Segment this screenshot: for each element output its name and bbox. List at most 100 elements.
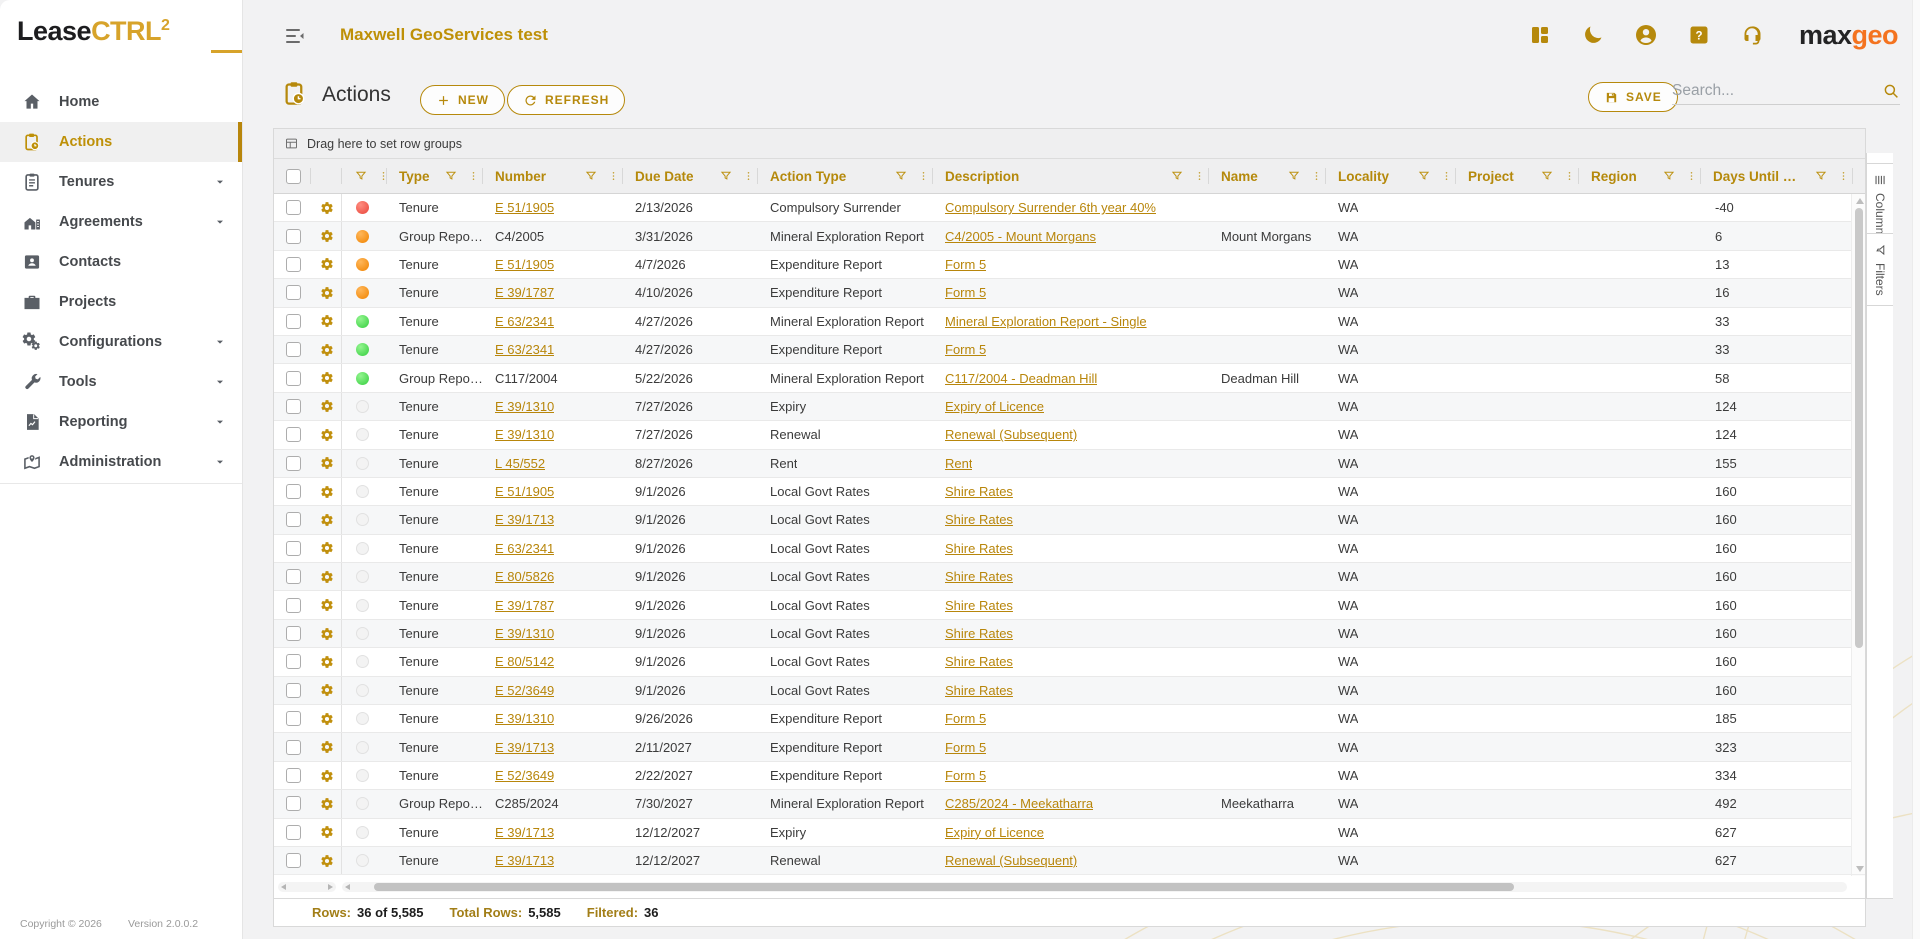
support-headset-icon[interactable] [1740, 23, 1764, 47]
number-cell-link[interactable]: E 51/1905 [495, 200, 555, 216]
sidebar-item-tenures[interactable]: Tenures [0, 162, 242, 202]
number-cell-link[interactable]: E 39/1310 [495, 398, 555, 414]
column-header-region[interactable]: Region [1579, 159, 1701, 193]
description-cell-link[interactable]: Shire Rates [945, 682, 1013, 698]
column-header-project[interactable]: Project [1456, 159, 1579, 193]
description-cell-link[interactable]: Form 5 [945, 256, 987, 272]
row-settings-gear-icon[interactable] [320, 428, 334, 442]
row-checkbox[interactable] [286, 342, 301, 358]
row-settings-gear-icon[interactable] [320, 257, 334, 271]
column-menu-icon[interactable] [1838, 169, 1849, 183]
number-cell-link[interactable]: E 39/1787 [495, 285, 555, 301]
pinned-horizontal-scrollbar[interactable] [278, 882, 336, 892]
row-settings-gear-icon[interactable] [320, 627, 334, 641]
number-cell-link[interactable]: E 63/2341 [495, 313, 555, 329]
number-cell-link[interactable]: E 39/1713 [495, 853, 555, 869]
number-cell-link[interactable]: E 80/5826 [495, 569, 555, 585]
row-settings-gear-icon[interactable] [320, 541, 334, 555]
filter-icon[interactable] [894, 169, 908, 183]
column-menu-icon[interactable] [1564, 169, 1575, 183]
row-checkbox[interactable] [286, 370, 301, 386]
filter-icon[interactable] [1170, 169, 1184, 183]
column-header-description[interactable]: Description [933, 159, 1209, 193]
number-cell-link[interactable]: E 52/3649 [495, 682, 555, 698]
column-header-name[interactable]: Name [1209, 159, 1326, 193]
number-cell-link[interactable]: E 39/1310 [495, 626, 555, 642]
number-cell-link[interactable]: E 39/1310 [495, 711, 555, 727]
row-settings-gear-icon[interactable] [320, 570, 334, 584]
row-settings-gear-icon[interactable] [320, 343, 334, 357]
number-cell-link[interactable]: E 39/1713 [495, 512, 555, 528]
column-menu-icon[interactable] [1686, 169, 1697, 183]
description-cell-link[interactable]: Rent [945, 455, 973, 471]
row-settings-gear-icon[interactable] [320, 598, 334, 612]
row-settings-gear-icon[interactable] [320, 229, 334, 243]
row-checkbox[interactable] [286, 455, 301, 471]
number-cell-link[interactable]: E 63/2341 [495, 342, 555, 358]
horizontal-scrollbar[interactable] [342, 882, 1847, 892]
description-cell-link[interactable]: Shire Rates [945, 484, 1013, 500]
sidebar-item-configurations[interactable]: Configurations [0, 322, 242, 362]
row-settings-gear-icon[interactable] [320, 825, 334, 839]
column-menu-icon[interactable] [378, 169, 389, 183]
row-settings-gear-icon[interactable] [320, 740, 334, 754]
horizontal-scroll-thumb[interactable] [374, 883, 1514, 891]
vertical-scroll-thumb[interactable] [1855, 208, 1863, 648]
description-cell-link[interactable]: Form 5 [945, 768, 987, 783]
row-checkbox[interactable] [286, 427, 301, 443]
description-cell-link[interactable]: Renewal (Subsequent) [945, 427, 1078, 443]
row-settings-gear-icon[interactable] [320, 655, 334, 669]
column-menu-icon[interactable] [918, 169, 929, 183]
description-cell-link[interactable]: Compulsory Surrender 6th year 40% [945, 200, 1156, 216]
description-cell-link[interactable]: Shire Rates [945, 626, 1013, 642]
description-cell-link[interactable]: Form 5 [945, 285, 987, 301]
description-cell-link[interactable]: Form 5 [945, 711, 987, 727]
sidebar-item-agreements[interactable]: Agreements [0, 202, 242, 242]
sidebar-item-projects[interactable]: Projects [0, 282, 242, 322]
filter-icon[interactable] [1662, 169, 1676, 183]
row-settings-gear-icon[interactable] [320, 683, 334, 697]
row-checkbox[interactable] [286, 853, 301, 869]
description-cell-link[interactable]: C117/2004 - Deadman Hill [945, 370, 1098, 386]
sidebar-item-home[interactable]: Home [0, 82, 242, 122]
row-settings-gear-icon[interactable] [320, 371, 334, 385]
vertical-scrollbar[interactable] [1851, 194, 1865, 876]
column-header-number[interactable]: Number [483, 159, 623, 193]
row-settings-gear-icon[interactable] [320, 513, 334, 527]
description-cell-link[interactable]: Shire Rates [945, 597, 1013, 613]
row-settings-gear-icon[interactable] [320, 712, 334, 726]
row-checkbox[interactable] [286, 739, 301, 755]
row-settings-gear-icon[interactable] [320, 854, 334, 868]
column-menu-icon[interactable] [743, 169, 754, 183]
row-checkbox[interactable] [286, 682, 301, 698]
filter-icon[interactable] [584, 169, 598, 183]
row-settings-gear-icon[interactable] [320, 286, 334, 300]
number-cell-link[interactable]: E 39/1310 [495, 427, 555, 443]
column-menu-icon[interactable] [1311, 169, 1322, 183]
dark-mode-moon-icon[interactable] [1581, 23, 1605, 47]
browser-scrollbar[interactable] [1912, 0, 1920, 939]
row-checkbox[interactable] [286, 228, 301, 244]
description-cell-link[interactable]: Shire Rates [945, 654, 1013, 670]
number-cell-link[interactable]: E 39/1787 [495, 597, 555, 613]
number-cell-link[interactable]: E 52/3649 [495, 768, 555, 783]
sidebar-item-administration[interactable]: Administration [0, 442, 242, 482]
select-all-checkbox[interactable] [286, 168, 301, 184]
column-header-action_type[interactable]: Action Type [758, 159, 933, 193]
row-checkbox[interactable] [286, 768, 301, 783]
row-settings-gear-icon[interactable] [320, 456, 334, 470]
sidebar-collapse-icon[interactable] [283, 24, 307, 48]
row-checkbox[interactable] [286, 313, 301, 329]
filter-icon[interactable] [1417, 169, 1431, 183]
sidebar-item-tools[interactable]: Tools [0, 362, 242, 402]
filter-icon[interactable] [1540, 169, 1554, 183]
row-checkbox[interactable] [286, 626, 301, 642]
row-settings-gear-icon[interactable] [320, 201, 334, 215]
number-cell-link[interactable]: E 51/1905 [495, 484, 555, 500]
column-header-type[interactable]: Type [387, 159, 483, 193]
row-checkbox[interactable] [286, 824, 301, 840]
description-cell-link[interactable]: Renewal (Subsequent) [945, 853, 1078, 869]
row-group-dropzone[interactable]: Drag here to set row groups [274, 129, 1865, 159]
number-cell-link[interactable]: E 39/1713 [495, 824, 555, 840]
number-cell-link[interactable]: E 39/1713 [495, 739, 555, 755]
